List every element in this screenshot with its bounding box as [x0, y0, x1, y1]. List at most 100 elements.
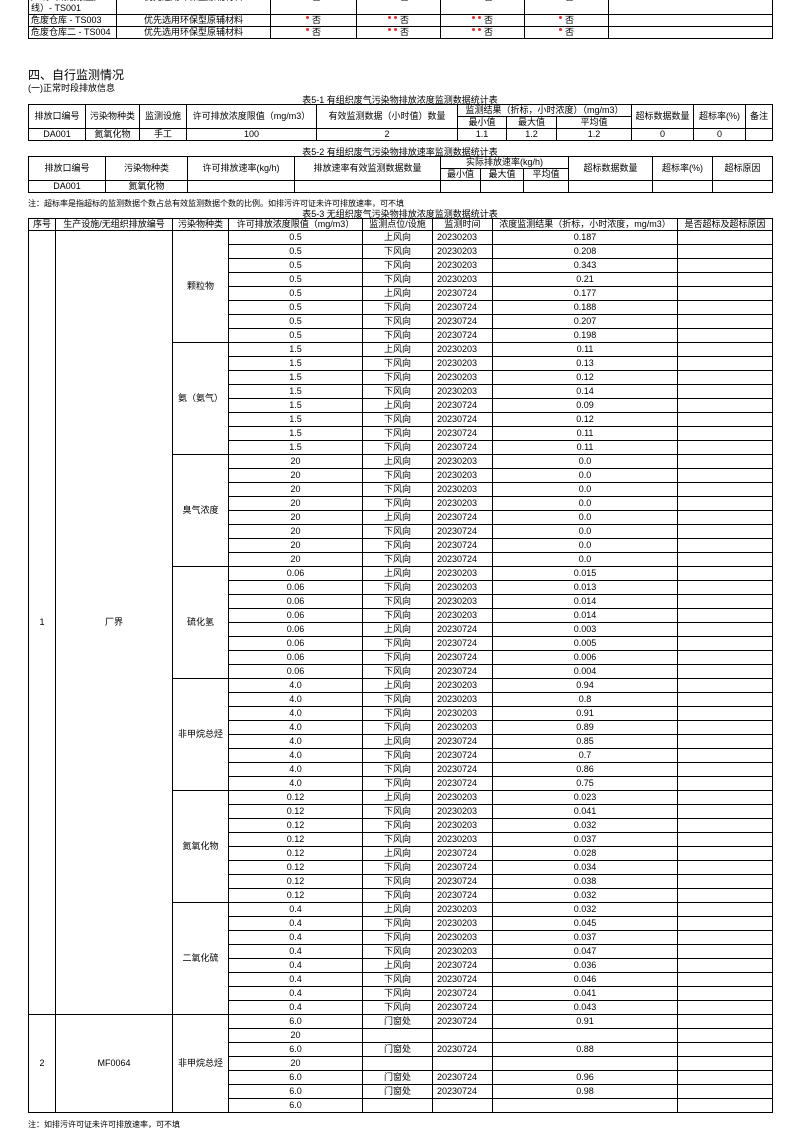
column-subheader: 最小值 [440, 168, 481, 181]
cell-text: 下风向 [383, 302, 411, 312]
table-cell [677, 608, 773, 623]
table-cell: 否 [524, 26, 609, 39]
cell-text: 4.0 [289, 680, 302, 690]
cell-text: 20230203 [437, 232, 478, 242]
table-cell: 优先选用环保型原辅材料 [116, 26, 271, 39]
cell-text: DA001 [43, 129, 71, 140]
table-cell: 20230203 [432, 482, 493, 497]
cell-text: 0.041 [573, 988, 597, 998]
cell-text: 0.5 [289, 232, 302, 242]
cell-text: 0.004 [573, 666, 597, 676]
table-cell: 20230724 [432, 636, 493, 651]
cell-text: 20230203 [437, 932, 478, 942]
table-cell [677, 286, 773, 301]
table-cell [677, 846, 773, 861]
cell-text: 0.047 [573, 946, 597, 956]
table-cell [677, 860, 773, 875]
table-cell: 20230724 [432, 888, 493, 903]
column-subheader: 最大值 [480, 168, 524, 181]
cell-text: 下风向 [383, 876, 411, 886]
table-cell: 0.207 [492, 314, 678, 329]
table-cell: 门窗处 [362, 1084, 433, 1099]
column-header: 排放口编号 [44, 163, 90, 173]
cell-text: 0.5 [289, 246, 302, 256]
table-cell: 0.5 [228, 244, 363, 259]
table-cell: 0.5 [228, 300, 363, 315]
cell-text: 20230724 [437, 638, 478, 648]
cell-text: 0.06 [286, 652, 305, 662]
table-cell: 4.0 [228, 720, 363, 735]
table-cell: 0.12 [492, 370, 678, 385]
cell-text: 0.12 [286, 862, 305, 872]
table-cell: 0.12 [228, 832, 363, 847]
table-cell: 下风向 [362, 776, 433, 791]
table-cell: 20230724 [432, 1014, 493, 1029]
cell-text: 下风向 [383, 890, 411, 900]
table-cell: 下风向 [362, 650, 433, 665]
table-cell: 0.09 [492, 398, 678, 413]
cell-text: 下风向 [383, 694, 411, 704]
table-cell: 0.188 [492, 300, 678, 315]
table-row: 0.5 上风向 20230724 0.177 [29, 286, 773, 301]
table-caption: 表5-2 有组织废气污染物排放速率监测数据统计表 [302, 147, 498, 157]
table-cell: 下风向 [362, 706, 433, 721]
cell-text: 门窗处 [383, 1044, 411, 1054]
cell-text: 0.028 [573, 848, 597, 858]
cell-text: 0.0 [578, 484, 592, 494]
cell-text: 0.4 [289, 1002, 302, 1012]
cell-text: 0.208 [573, 246, 597, 256]
cell-text: 否 [564, 15, 574, 26]
table-cell: 0.5 [228, 314, 363, 329]
cell-text: 20230724 [437, 1086, 478, 1096]
cell-text: 0.015 [573, 568, 597, 578]
cell-text: MF0064 [97, 1058, 131, 1068]
table-cell: 手工 [139, 128, 187, 141]
cell-text: 否 [565, 0, 574, 2]
table-cell: 厂界 [55, 230, 173, 1015]
cell-text: 非甲烷总烃 [177, 1058, 223, 1068]
cell-text: 1.5 [289, 386, 302, 396]
table-cell: 0.4 [228, 930, 363, 945]
table-cell: 0.5 [228, 272, 363, 287]
mark-dot [558, 16, 562, 19]
table-cell [677, 972, 773, 987]
table-cell: 下风向 [362, 244, 433, 259]
table-cell: 臭气浓度 [172, 454, 229, 567]
table-cell: 0.014 [492, 608, 678, 623]
cell-text: 非甲烷总烃 [177, 729, 223, 739]
table-cell: 下风向 [362, 986, 433, 1001]
table-cell [677, 440, 773, 455]
cell-text: 20230203 [437, 344, 478, 354]
table-row: 0.5 下风向 20230203 0.208 [29, 244, 773, 259]
cell-text: 4.0 [289, 736, 302, 746]
cell-text: 下风向 [383, 470, 411, 480]
column-subheader: 平均值 [580, 117, 608, 128]
cell-text: 0.12 [286, 848, 305, 858]
table-caption: 表5-1 有组织废气污染物排放浓度监测数据统计表 [302, 95, 498, 105]
column-header: 排放速率有效监测数据数量 [294, 156, 441, 181]
cell-text: 20 [290, 1030, 301, 1040]
table-row: 0.4 下风向 20230724 0.043 [29, 1000, 773, 1015]
cell-text: 20230724 [437, 1002, 478, 1012]
cell-text: 0.188 [573, 302, 597, 312]
cell-text: 臭气浓度 [182, 505, 219, 515]
measures-table: 利用废银废催化剂生产线（硝酸银生产线）- TS001优先选用环保型原辅材料否否否… [28, 0, 773, 39]
mark-dot [471, 28, 475, 31]
table-row: 0.06 下风向 20230203 0.014 [29, 608, 773, 623]
table-cell: 4.0 [228, 734, 363, 749]
table-cell: 下风向 [362, 482, 433, 497]
table-cell: 20230724 [432, 622, 493, 637]
table-cell: 0.4 [228, 986, 363, 1001]
cell-text: 否 [311, 27, 321, 38]
table-cell: 下风向 [362, 636, 433, 651]
table-row: 臭气浓度 20 上风向 20230203 0.0 [29, 454, 773, 567]
table-cell [677, 370, 773, 385]
cell-text: 20230203 [437, 470, 478, 480]
cell-text: 20230203 [437, 498, 478, 508]
column-subheader: 平均值 [555, 116, 633, 129]
table-cell [677, 1098, 773, 1113]
table-cell: 0.91 [492, 706, 678, 721]
cell-text: 20230203 [437, 610, 478, 620]
table-cell [677, 244, 773, 259]
cell-text: 上风向 [383, 624, 411, 634]
